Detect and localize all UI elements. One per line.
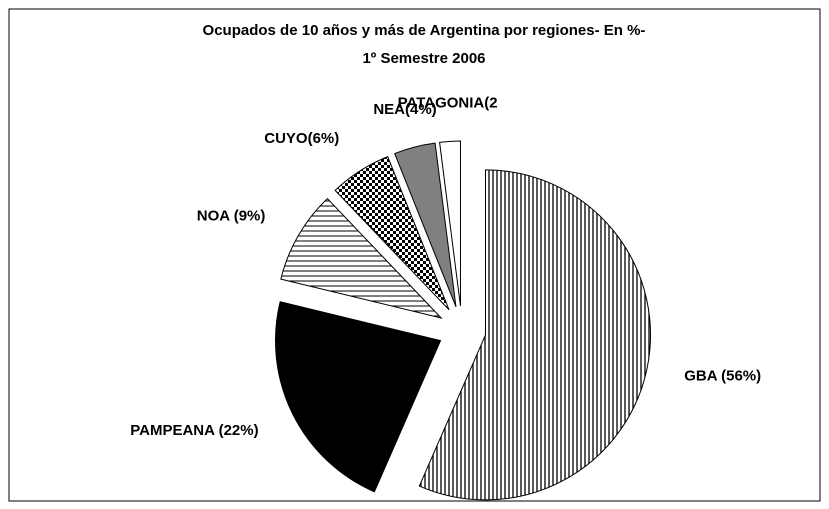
pie-slice (280, 197, 443, 319)
data-label: CUYO(6%) (264, 130, 339, 147)
data-label: GBA (56%) (684, 367, 761, 384)
data-label: PAMPEANA (22%) (130, 422, 258, 439)
pie-slice (418, 169, 651, 501)
pie-slice (334, 155, 450, 311)
pie-slice (439, 140, 461, 307)
chart-title: Ocupados de 10 años y más de Argentina p… (203, 22, 646, 39)
data-label: PATAGONIA(2 (398, 94, 498, 111)
data-label: NOA (9%) (197, 207, 266, 224)
chart-title: 1º Semestre 2006 (362, 50, 485, 67)
pie-slice (275, 301, 442, 493)
data-label: NEA(4%) (373, 101, 436, 118)
pie-slice (393, 142, 457, 307)
